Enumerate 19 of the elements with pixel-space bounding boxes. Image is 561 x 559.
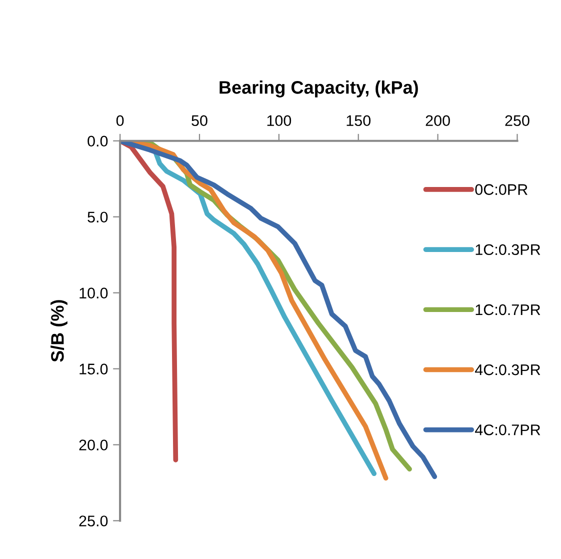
x-tick-label: 250 [505, 115, 530, 126]
x-tick-label: 50 [192, 115, 208, 126]
y-tick-label: 20.0 [79, 440, 108, 450]
y-tick-label: 0.0 [88, 136, 108, 147]
y-axis-title: S/B (%) [50, 300, 68, 362]
legend-label: 0C:0PR [475, 184, 528, 195]
y-tick-label: 25.0 [79, 516, 108, 526]
legend-label: 4C:0.7PR [474, 424, 540, 436]
x-tick-label: 150 [346, 115, 371, 126]
y-tick-label: 10.0 [80, 288, 108, 298]
x-tick-label: 200 [426, 115, 450, 126]
legend-label: 1C:0.7PR [476, 304, 540, 316]
y-tick-label: 5.0 [88, 212, 108, 223]
legend-label: 1C:0.3PR [476, 244, 540, 256]
x-tick-label: 100 [267, 115, 292, 126]
y-tick-label: 15.0 [80, 364, 108, 374]
x-tick-label: 0 [116, 115, 124, 126]
chart-title: Bearing Capacity, (kPa) [220, 80, 418, 98]
legend-label: 4C:0.3PR [474, 364, 540, 376]
